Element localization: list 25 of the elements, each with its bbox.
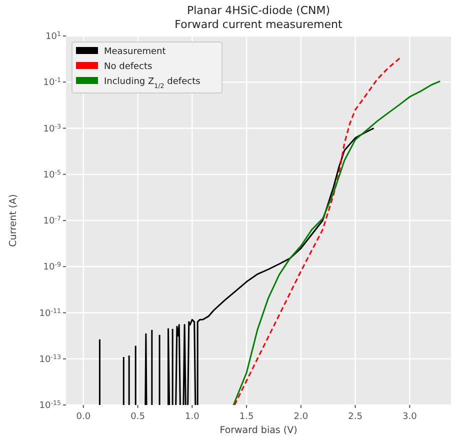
y-tick-label: 10$^{-11}$ <box>39 307 61 319</box>
y-tick-label: 10$^{-1}$ <box>43 76 61 88</box>
y-tick-label: 10$^{-15}$ <box>39 400 61 411</box>
y-tick-label: 10$^{-5}$ <box>43 168 61 180</box>
y-tick-label: 10$^{-7}$ <box>43 215 61 226</box>
y-tick-label: 10$^{-9}$ <box>43 261 61 273</box>
x-tick-label: 1.0 <box>184 412 200 422</box>
line-series <box>232 80 441 405</box>
y-tick-label: 10$^{-3}$ <box>43 122 61 134</box>
legend-label: No defects <box>104 62 153 72</box>
x-tick-label: 0.0 <box>76 412 91 422</box>
legend-label: Measurement <box>104 47 166 57</box>
chart-title: Planar 4HSiC-diode (CNM) <box>186 4 330 17</box>
line-series <box>234 56 402 405</box>
x-tick-label: 3.0 <box>402 412 418 422</box>
x-tick-label: 2.0 <box>294 412 308 422</box>
legend-label: Including Z$_{1/2}$ defects <box>104 77 201 90</box>
x-tick-label: 1.5 <box>239 412 254 422</box>
chart-subtitle: Forward current measurement <box>174 18 344 31</box>
y-tick-label: 10$^{1}$ <box>46 30 61 42</box>
y-tick-label: 10$^{-13}$ <box>39 353 61 365</box>
y-axis-title: Current (A) <box>8 194 19 247</box>
x-tick-label: 0.5 <box>130 412 145 422</box>
x-tick-label: 2.5 <box>348 412 362 422</box>
x-axis-title: Forward bias (V) <box>220 425 298 436</box>
